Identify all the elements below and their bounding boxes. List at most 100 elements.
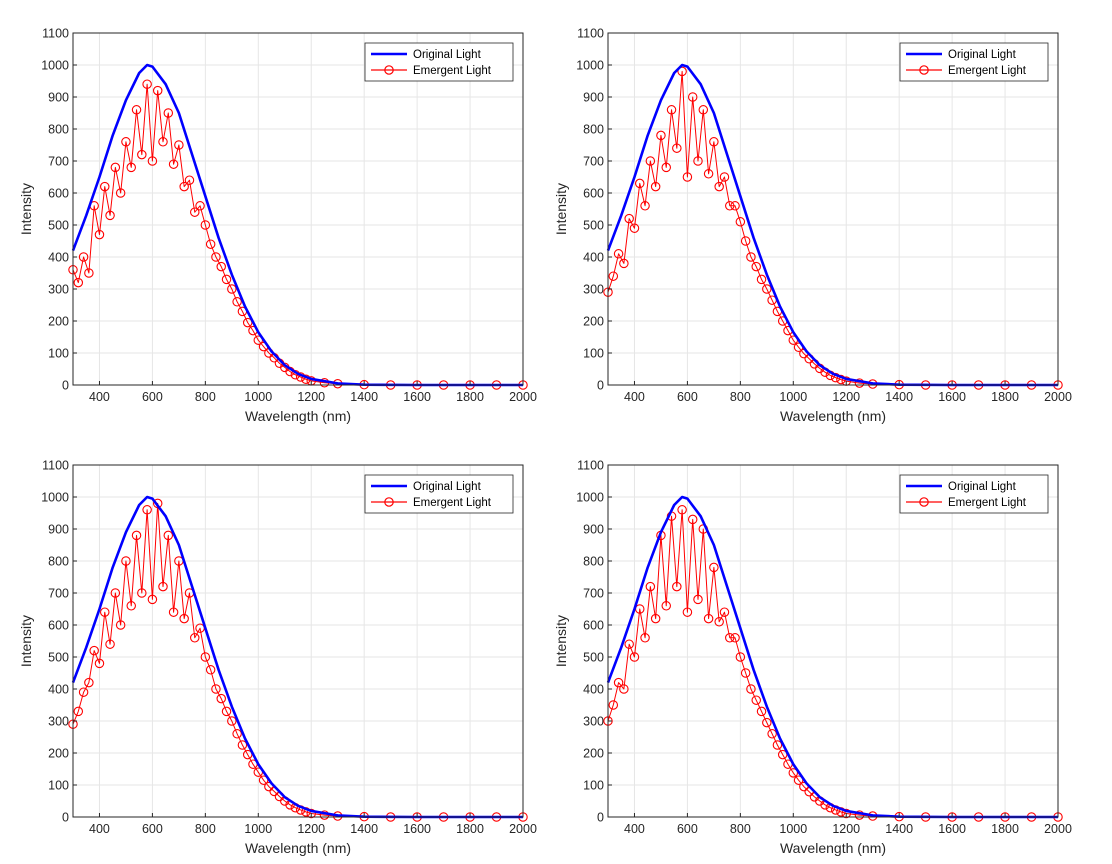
y-tick-label: 0 [62,379,69,393]
data-point-emergent-light [137,588,147,598]
data-point-emergent-light [682,607,693,617]
x-tick-label: 800 [730,390,751,404]
legend: Original Light Emergent Light [364,474,514,514]
axes-frame [607,464,1059,818]
data-point-emergent-light [168,607,179,617]
series-line-original-light [71,495,523,819]
y-tick-label: 200 [583,747,604,761]
data-point-emergent-light [152,85,163,96]
data-point-emergent-light [89,645,99,656]
data-point-emergent-light [205,239,216,249]
x-tick-label: 400 [624,822,645,836]
data-point-emergent-light [714,617,724,627]
chart-panel-3: 400 600 800 1000 1200 1400 1600 1800 2000 0 100 200… [18,459,537,857]
y-tick-label: 0 [62,811,69,825]
data-point-emergent-light [730,633,740,643]
y-tick-label: 0 [597,379,604,393]
data-point-emergent-light [740,668,751,678]
data-point-emergent-light [216,693,226,704]
data-point-emergent-light [158,137,168,147]
data-point-emergent-light [100,181,110,192]
y-tick-label: 1000 [576,491,604,505]
y-tick-label: 100 [583,347,604,361]
legend-label: Original Light [413,49,482,61]
y-tick-label: 800 [583,123,604,137]
data-point-emergent-light [640,633,650,643]
data-point-emergent-light [221,274,232,285]
data-point-emergent-light [703,613,714,624]
legend: Original Light Emergent Light [899,474,1049,514]
x-tick-label: 1800 [456,390,484,404]
chart-panel-4: 400 600 800 1000 1200 1400 1600 1800 2000 0 100 200… [553,459,1072,857]
x-tick-label: 800 [195,822,216,836]
data-point-emergent-light [105,639,115,649]
axes-frame [72,32,524,386]
data-point-emergent-light [746,252,756,262]
x-tick-label: 600 [142,390,163,404]
x-tick-label: 2000 [509,822,537,836]
y-tick-label: 800 [48,555,69,569]
legend-label: Emergent Light [948,65,1027,77]
y-axis-label: Intensity [553,615,569,667]
y-tick-label: 300 [48,283,69,297]
data-point-emergent-light [163,108,174,118]
data-point-emergent-light [84,677,94,688]
data-point-emergent-light [624,639,634,649]
data-point-emergent-light [719,172,730,182]
x-tick-label: 400 [624,390,645,404]
y-tick-label: 1000 [41,491,69,505]
y-tick-label: 400 [583,683,604,697]
data-point-emergent-light [772,740,783,750]
data-point-emergent-light [232,729,242,739]
y-tick-label: 500 [48,651,69,665]
x-tick-label: 1800 [991,390,1019,404]
data-point-emergent-light [666,105,677,115]
data-point-emergent-light [645,156,656,166]
x-tick-label: 1400 [350,822,378,836]
y-tick-label: 100 [48,347,69,361]
data-point-emergent-light [693,594,703,605]
y-tick-label: 700 [583,155,604,169]
y-axis-label: Intensity [553,183,569,235]
x-tick-label: 1400 [885,822,913,836]
x-tick-label: 1200 [297,822,325,836]
data-point-emergent-light [629,652,640,662]
data-point-emergent-light [110,162,121,173]
data-point-emergent-light [126,601,136,611]
legend-label: Original Light [948,481,1017,493]
y-tick-label: 600 [48,187,69,201]
axes-frame [607,32,1059,386]
series-layer [68,495,528,822]
y-tick-label: 600 [583,187,604,201]
data-point-emergent-light [613,677,624,688]
x-tick-label: 600 [677,390,698,404]
data-point-emergent-light [73,277,84,288]
data-point-emergent-light [232,297,242,307]
data-point-emergent-light [184,175,195,185]
y-tick-label: 500 [583,651,604,665]
data-point-emergent-light [672,581,682,592]
data-point-emergent-light [661,601,671,611]
data-point-emergent-light [121,137,131,147]
y-tick-label: 500 [583,219,604,233]
axes-frame [72,464,524,818]
y-tick-label: 200 [583,315,604,329]
data-point-emergent-light [714,181,724,192]
data-point-emergent-light [725,201,735,211]
y-tick-label: 900 [583,523,604,537]
data-point-emergent-light [137,149,147,160]
data-point-emergent-light [677,505,687,515]
y-tick-label: 1100 [577,459,604,473]
data-point-emergent-light [746,684,756,694]
y-tick-label: 0 [597,811,604,825]
y-tick-label: 800 [583,555,604,569]
data-point-emergent-light [126,162,136,173]
x-tick-label: 400 [89,390,110,404]
y-tick-label: 1000 [576,59,604,73]
y-tick-label: 600 [583,619,604,633]
data-point-emergent-light [190,207,200,217]
legend-marker-icon [384,65,394,75]
y-tick-label: 200 [48,747,69,761]
data-point-emergent-light [698,105,709,115]
